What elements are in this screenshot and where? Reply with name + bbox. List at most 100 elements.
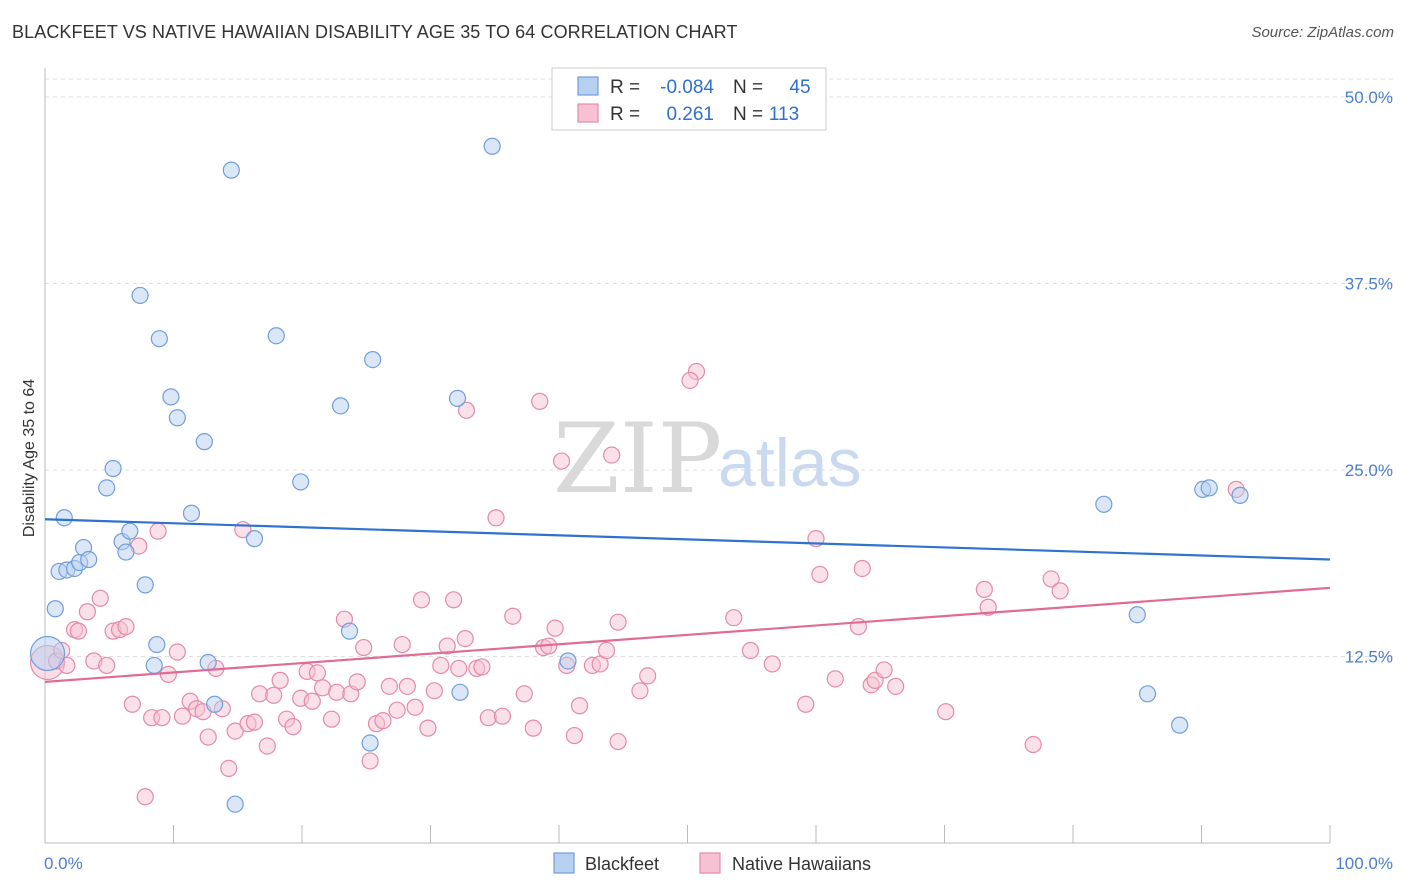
blackfeet-point: [448, 389, 467, 407]
legend-n-label: N =: [733, 77, 763, 98]
blackfeet-point: [1171, 716, 1189, 734]
hawaiian-point: [639, 667, 657, 685]
hawaiian-point: [609, 613, 627, 631]
blackfeet-point: [206, 695, 224, 713]
blackfeet-point: [136, 576, 154, 594]
chart-title: BLACKFEET VS NATIVE HAWAIIAN DISABILITY …: [12, 22, 738, 42]
legend-n-label: N =: [733, 104, 763, 125]
hawaiian-point: [565, 726, 584, 745]
axes: [44, 68, 1331, 844]
blackfeet-point: [340, 622, 359, 640]
blackfeet-trend-line: [44, 518, 1331, 561]
blackfeet-point: [117, 543, 135, 561]
hawaiian-point: [313, 679, 332, 697]
hawaiian-point: [374, 712, 392, 730]
blackfeet-point: [451, 683, 469, 701]
hawaiian-point: [173, 707, 192, 725]
blackfeet-point: [1128, 606, 1146, 624]
series-legend: Blackfeet Native Hawaiians: [553, 852, 871, 874]
hawaiian-point: [432, 656, 450, 675]
hawaiian-point: [361, 752, 379, 770]
legend-swatch-hawaiian: [577, 103, 599, 123]
hawaiian-point: [69, 622, 88, 640]
hawaiian-point: [853, 559, 871, 578]
hawaiian-point: [388, 701, 406, 719]
hawaiian-point: [393, 635, 411, 654]
blackfeet-point: [131, 286, 149, 305]
hawaiian-point: [681, 371, 699, 390]
blackfeet-point: [55, 509, 73, 527]
hawaiian-trend-line: [44, 586, 1331, 683]
source-credit: Source: ZipAtlas.com: [1251, 24, 1394, 41]
hawaiian-point: [136, 788, 154, 806]
blackfeet-point: [104, 459, 122, 478]
grid-lines: [45, 78, 1393, 657]
hawaiian-point: [457, 401, 476, 419]
blackfeet-point: [1138, 685, 1157, 703]
hawaiian-point: [504, 607, 522, 625]
hawaiian-point: [570, 697, 589, 715]
hawaiian-point: [546, 619, 564, 637]
hawaiian-point: [265, 686, 283, 704]
hawaiian-point: [479, 709, 497, 727]
blackfeet-point: [145, 656, 163, 675]
hawaiian-point: [975, 580, 993, 598]
legend-label-hawaiian: Native Hawaiians: [732, 854, 871, 874]
blackfeet-point: [162, 388, 180, 406]
hawaiian-point: [328, 683, 346, 701]
x-tick-label: 0.0%: [44, 854, 83, 873]
legend-label-blackfeet: Blackfeet: [585, 854, 659, 874]
blackfeet-point: [245, 530, 264, 548]
hawaiian-point: [493, 707, 512, 725]
hawaiian-point: [875, 661, 893, 679]
legend-n-value: 45: [789, 77, 810, 98]
hawaiian-point: [811, 565, 829, 584]
hawaiian-point: [741, 641, 760, 660]
hawaiian-point: [609, 732, 627, 751]
blackfeet-point: [226, 795, 244, 813]
hawaiian-point: [515, 685, 533, 703]
hawaiian-point: [473, 658, 491, 676]
blackfeet-point: [195, 433, 213, 451]
hawaiian-point: [1051, 582, 1069, 600]
y-tick-labels: 12.5% 25.0% 37.5% 50.0%: [1345, 88, 1393, 667]
hawaiian-point: [450, 659, 468, 678]
trend-lines: [44, 518, 1331, 683]
blackfeet-point: [222, 161, 240, 179]
hawaiian-point: [937, 703, 955, 721]
legend-swatch-blackfeet: [553, 852, 575, 874]
hawaiian-point: [398, 677, 416, 695]
hawaiian-point: [348, 673, 366, 691]
x-tick-label: 100.0%: [1335, 854, 1393, 873]
watermark: ZIP atlas: [553, 403, 862, 515]
hawaiian-point: [380, 677, 398, 695]
blackfeet-point: [483, 137, 501, 155]
hawaiian-point: [245, 713, 264, 731]
series-native-hawaiians: [29, 362, 1245, 806]
hawaiian-point: [419, 719, 437, 737]
hawaiian-point: [322, 710, 341, 728]
hawaiian-point: [979, 598, 997, 616]
hawaiian-point: [603, 446, 621, 464]
hawaiian-point: [199, 728, 217, 746]
correlation-legend: R = -0.084 N = 45 R = 0.261 N = 113: [551, 67, 827, 131]
blackfeet-point: [29, 635, 66, 672]
hawaiian-point: [631, 682, 649, 700]
hawaiian-point: [168, 643, 186, 661]
y-tick-label: 37.5%: [1345, 275, 1393, 294]
blackfeet-point: [121, 522, 139, 540]
hawaiian-point: [78, 603, 97, 621]
hawaiian-point: [159, 665, 177, 684]
hawaiian-point: [438, 637, 456, 655]
hawaiian-point: [531, 392, 549, 410]
hawaiian-point: [226, 722, 244, 740]
blackfeet-point: [1095, 495, 1113, 513]
y-tick-label: 25.0%: [1345, 461, 1393, 480]
blackfeet-point: [46, 600, 64, 618]
y-tick-label: 12.5%: [1345, 648, 1393, 667]
hawaiian-point: [258, 737, 276, 755]
watermark-atlas: atlas: [718, 425, 862, 501]
hawaiian-point: [1042, 570, 1060, 588]
hawaiian-point: [98, 656, 116, 675]
